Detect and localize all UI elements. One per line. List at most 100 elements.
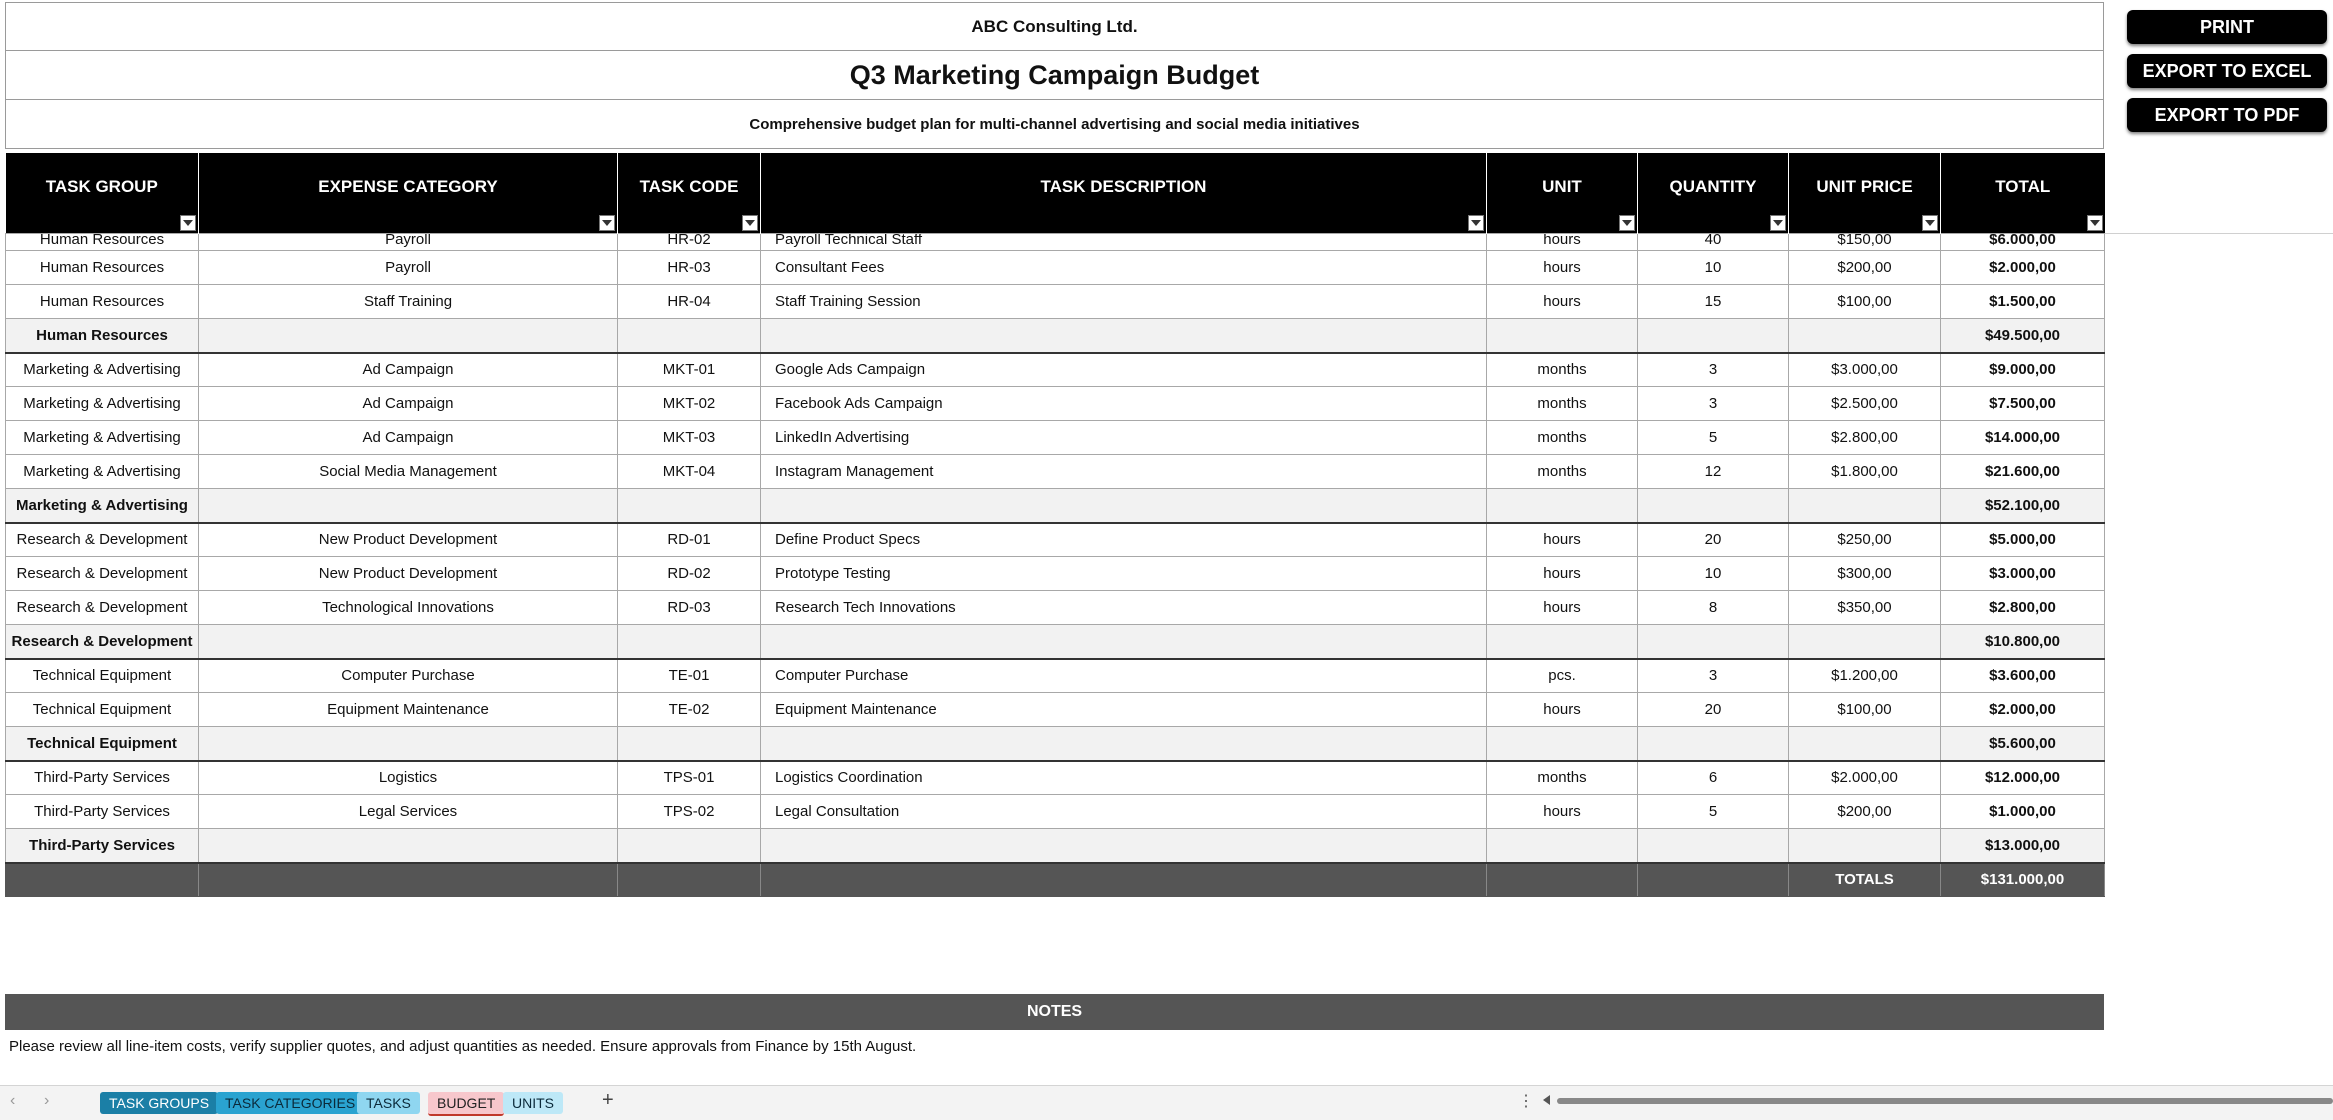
unit-price-cell[interactable]: $300,00 bbox=[1788, 556, 1941, 591]
task-code-cell[interactable] bbox=[617, 318, 761, 354]
task-code-cell[interactable]: TPS-01 bbox=[617, 760, 761, 795]
quantity-cell[interactable]: 20 bbox=[1637, 522, 1789, 557]
expense-category-cell[interactable]: New Product Development bbox=[198, 522, 618, 557]
grand-total-label[interactable]: TOTALS bbox=[1788, 862, 1941, 897]
unit-price-cell[interactable]: $3.000,00 bbox=[1788, 352, 1941, 387]
unit-cell[interactable]: hours bbox=[1486, 590, 1638, 625]
quantity-cell[interactable] bbox=[1637, 828, 1789, 864]
chevron-right-icon[interactable]: › bbox=[44, 1092, 50, 1109]
task-code-cell[interactable]: RD-02 bbox=[617, 556, 761, 591]
unit-cell[interactable]: hours bbox=[1486, 522, 1638, 557]
task-code-cell[interactable]: TE-01 bbox=[617, 658, 761, 693]
task-description-cell[interactable]: Staff Training Session bbox=[760, 284, 1487, 319]
expense-category-cell[interactable]: Computer Purchase bbox=[198, 658, 618, 693]
task-group-cell[interactable]: Marketing & Advertising bbox=[5, 454, 199, 489]
total-cell[interactable]: $2.000,00 bbox=[1940, 250, 2105, 285]
expense-category-cell[interactable]: Payroll bbox=[198, 250, 618, 285]
expense-category-cell[interactable]: Staff Training bbox=[198, 284, 618, 319]
sheet-tab[interactable]: TASKS bbox=[357, 1092, 420, 1114]
task-description-cell[interactable]: Facebook Ads Campaign bbox=[760, 386, 1487, 421]
task-group-cell[interactable]: Third-Party Services bbox=[5, 794, 199, 829]
task-description-cell[interactable]: Legal Consultation bbox=[760, 794, 1487, 829]
unit-price-cell[interactable] bbox=[1788, 828, 1941, 864]
expense-category-cell[interactable] bbox=[198, 318, 618, 354]
task-group-cell[interactable]: Research & Development bbox=[5, 624, 199, 660]
total-cell[interactable]: $2.800,00 bbox=[1940, 590, 2105, 625]
task-code-cell[interactable]: HR-04 bbox=[617, 284, 761, 319]
quantity-cell[interactable]: 8 bbox=[1637, 590, 1789, 625]
expense-category-cell[interactable]: Equipment Maintenance bbox=[198, 692, 618, 727]
unit-price-cell[interactable]: $2.500,00 bbox=[1788, 386, 1941, 421]
task-description-cell[interactable]: Consultant Fees bbox=[760, 250, 1487, 285]
unit-cell[interactable]: hours bbox=[1486, 250, 1638, 285]
total-cell[interactable]: $2.000,00 bbox=[1940, 692, 2105, 727]
task-group-cell[interactable]: Third-Party Services bbox=[5, 760, 199, 795]
unit-cell[interactable]: pcs. bbox=[1486, 658, 1638, 693]
task-group-cell[interactable]: Human Resources bbox=[5, 284, 199, 319]
task-code-cell[interactable] bbox=[617, 828, 761, 864]
unit-cell[interactable]: months bbox=[1486, 420, 1638, 455]
task-group-cell[interactable]: Marketing & Advertising bbox=[5, 488, 199, 524]
unit-price-cell[interactable]: $100,00 bbox=[1788, 692, 1941, 727]
more-options-icon[interactable]: ⋮ bbox=[1518, 1093, 1534, 1110]
quantity-cell[interactable]: 15 bbox=[1637, 284, 1789, 319]
unit-cell[interactable] bbox=[1486, 828, 1638, 864]
task-description-cell[interactable] bbox=[760, 488, 1487, 524]
expense-category-cell[interactable] bbox=[198, 624, 618, 660]
expense-category-cell[interactable]: Ad Campaign bbox=[198, 420, 618, 455]
filter-dropdown-icon[interactable] bbox=[742, 215, 758, 231]
task-description-cell[interactable]: Define Product Specs bbox=[760, 522, 1487, 557]
quantity-cell[interactable]: 20 bbox=[1637, 692, 1789, 727]
task-code-cell[interactable] bbox=[617, 624, 761, 660]
unit-cell[interactable]: months bbox=[1486, 386, 1638, 421]
unit-cell[interactable]: months bbox=[1486, 760, 1638, 795]
scroll-left-icon[interactable] bbox=[1543, 1095, 1550, 1105]
sheet-tab[interactable]: TASK CATEGORIES bbox=[216, 1092, 365, 1114]
task-code-cell[interactable]: MKT-04 bbox=[617, 454, 761, 489]
filter-dropdown-icon[interactable] bbox=[1770, 215, 1786, 231]
expense-category-cell[interactable]: Technological Innovations bbox=[198, 590, 618, 625]
quantity-cell[interactable] bbox=[1637, 318, 1789, 354]
sheet-tab[interactable]: UNITS bbox=[503, 1092, 563, 1114]
filter-dropdown-icon[interactable] bbox=[1619, 215, 1635, 231]
task-description-cell[interactable]: Computer Purchase bbox=[760, 658, 1487, 693]
task-group-cell[interactable]: Technical Equipment bbox=[5, 658, 199, 693]
expense-category-cell[interactable]: Ad Campaign bbox=[198, 352, 618, 387]
expense-category-cell[interactable] bbox=[198, 488, 618, 524]
task-description-cell[interactable]: Google Ads Campaign bbox=[760, 352, 1487, 387]
total-cell[interactable]: $6.000,00 bbox=[1940, 233, 2105, 251]
task-group-cell[interactable]: Human Resources bbox=[5, 233, 199, 251]
task-description-cell[interactable]: Instagram Management bbox=[760, 454, 1487, 489]
task-code-cell[interactable]: HR-03 bbox=[617, 250, 761, 285]
unit-cell[interactable] bbox=[1486, 318, 1638, 354]
expense-category-cell[interactable]: Logistics bbox=[198, 760, 618, 795]
task-group-cell[interactable]: Technical Equipment bbox=[5, 692, 199, 727]
task-description-cell[interactable] bbox=[760, 318, 1487, 354]
unit-cell[interactable]: hours bbox=[1486, 794, 1638, 829]
chevron-left-icon[interactable]: ‹ bbox=[10, 1092, 16, 1109]
task-code-cell[interactable]: TE-02 bbox=[617, 692, 761, 727]
unit-price-cell[interactable]: $1.800,00 bbox=[1788, 454, 1941, 489]
unit-price-cell[interactable] bbox=[1788, 624, 1941, 660]
quantity-cell[interactable] bbox=[1637, 488, 1789, 524]
expense-category-cell[interactable] bbox=[198, 726, 618, 762]
quantity-cell[interactable] bbox=[1637, 726, 1789, 762]
total-cell[interactable]: $5.600,00 bbox=[1940, 726, 2105, 762]
total-cell[interactable]: $52.100,00 bbox=[1940, 488, 2105, 524]
unit-cell[interactable]: months bbox=[1486, 454, 1638, 489]
unit-price-cell[interactable]: $2.800,00 bbox=[1788, 420, 1941, 455]
horizontal-scrollbar[interactable] bbox=[1557, 1098, 2333, 1104]
task-code-cell[interactable]: MKT-03 bbox=[617, 420, 761, 455]
task-code-cell[interactable] bbox=[617, 726, 761, 762]
task-code-cell[interactable]: MKT-01 bbox=[617, 352, 761, 387]
unit-cell[interactable]: hours bbox=[1486, 556, 1638, 591]
total-cell[interactable]: $12.000,00 bbox=[1940, 760, 2105, 795]
unit-cell[interactable]: hours bbox=[1486, 233, 1638, 251]
total-cell[interactable]: $7.500,00 bbox=[1940, 386, 2105, 421]
expense-category-cell[interactable]: New Product Development bbox=[198, 556, 618, 591]
expense-category-cell[interactable]: Social Media Management bbox=[198, 454, 618, 489]
total-cell[interactable]: $3.000,00 bbox=[1940, 556, 2105, 591]
expense-category-cell[interactable] bbox=[198, 828, 618, 864]
filter-dropdown-icon[interactable] bbox=[180, 215, 196, 231]
total-cell[interactable]: $3.600,00 bbox=[1940, 658, 2105, 693]
